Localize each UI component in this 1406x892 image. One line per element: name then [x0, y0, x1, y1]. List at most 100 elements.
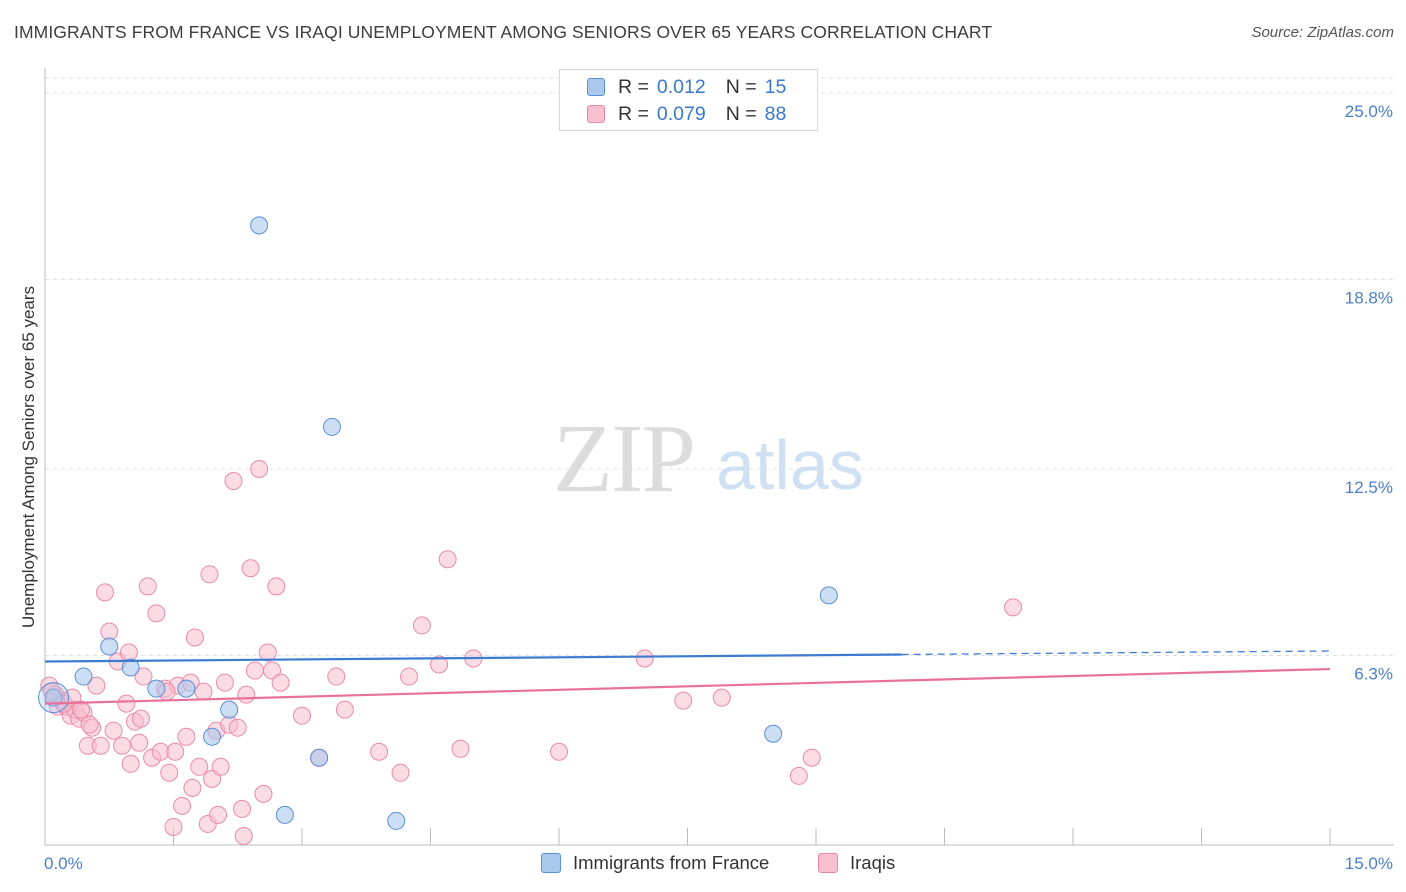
iraqis-point [96, 584, 113, 601]
iraqis-point [238, 686, 255, 703]
legend-r-label: R = [618, 76, 649, 99]
france-point [221, 701, 238, 718]
iraqis-point [148, 605, 165, 622]
france-cluster-point [39, 683, 69, 713]
iraqis-point [184, 779, 201, 796]
iraqis-point [268, 578, 285, 595]
series-iraqis [41, 461, 1022, 845]
iraqis-point [101, 623, 118, 640]
iraqis-point [81, 716, 98, 733]
watermark-atlas: atlas [716, 426, 864, 504]
legend-swatch-blue [587, 78, 605, 96]
legend-row-france: R = 0.012 N = 15 [560, 74, 786, 100]
iraqis-point [803, 749, 820, 766]
iraqis-point [201, 566, 218, 583]
france-point [148, 680, 165, 697]
iraqis-point [167, 743, 184, 760]
iraqis-point [294, 707, 311, 724]
y-tick-label: 6.3% [1354, 665, 1393, 684]
iraqis-point [242, 560, 259, 577]
iraqis-point [118, 695, 135, 712]
iraqis-point [165, 818, 182, 835]
iraqis-point [675, 692, 692, 709]
legend-n-value: 88 [765, 103, 787, 126]
iraqis-point [161, 764, 178, 781]
legend-label-iraqis: Iraqis [850, 852, 895, 874]
legend-item-iraqis: Iraqis [818, 852, 895, 874]
legend-label-france: Immigrants from France [573, 852, 769, 874]
series-legend: Immigrants from France Iraqis [0, 852, 1406, 878]
france-point [204, 728, 221, 745]
iraqis-point [636, 650, 653, 667]
france-point [765, 725, 782, 742]
iraqis-point [251, 461, 268, 478]
iraqis-point [229, 719, 246, 736]
legend-row-iraqis: R = 0.079 N = 88 [560, 101, 786, 127]
iraqis-point [114, 737, 131, 754]
y-axis-label: Unemployment Among Seniors over 65 years [19, 286, 38, 628]
iraqis-point [328, 668, 345, 685]
iraqis-point [191, 758, 208, 775]
iraqis-point [92, 737, 109, 754]
legend-item-france: Immigrants from France [541, 852, 769, 874]
correlation-legend: R = 0.012 N = 15 R = 0.079 N = 88 [559, 69, 818, 131]
iraqis-point [216, 674, 233, 691]
iraqis-point [234, 800, 251, 817]
france-point [178, 680, 195, 697]
france-point [311, 749, 328, 766]
series-immigrants-from-france [39, 217, 838, 830]
france-point [323, 418, 340, 435]
iraqis-point [195, 683, 212, 700]
iraqis-point [105, 722, 122, 739]
iraqis-point [371, 743, 388, 760]
watermark: ZIP atlas [553, 405, 864, 513]
iraqis-point [174, 797, 191, 814]
france-point [820, 587, 837, 604]
iraqis-point [1005, 599, 1022, 616]
iraqis-point [210, 806, 227, 823]
france-point [251, 217, 268, 234]
scatter-chart: ZIP atlas 6.3%12.5%18.8%25.0%0.0% 15.0% U… [0, 0, 1406, 892]
iraqis-point [551, 743, 568, 760]
france-point [276, 806, 293, 823]
iraqis-point [186, 629, 203, 646]
watermark-zip: ZIP [553, 405, 694, 513]
legend-r-value: 0.012 [657, 76, 706, 99]
iraqis-point [413, 617, 430, 634]
legend-swatch-france [541, 853, 561, 873]
iraqis-point [235, 827, 252, 844]
iraqis-point [225, 473, 242, 490]
france-trendline-extrapolated [902, 651, 1330, 655]
france-point [388, 812, 405, 829]
legend-n-label: N = [726, 76, 757, 99]
iraqis-point [132, 710, 149, 727]
legend-n-label: N = [726, 103, 757, 126]
legend-swatch-pink [587, 105, 605, 123]
legend-r-value: 0.079 [657, 103, 706, 126]
france-point [101, 638, 118, 655]
iraqis-point [178, 728, 195, 745]
legend-swatch-iraqis [818, 853, 838, 873]
iraqis-point [401, 668, 418, 685]
iraqis-point [212, 758, 229, 775]
france-point [75, 668, 92, 685]
iraqis-point [139, 578, 156, 595]
iraqis-point [452, 740, 469, 757]
iraqis-point [790, 767, 807, 784]
iraqis-point [259, 644, 276, 661]
iraqis-point [336, 701, 353, 718]
iraqis-point [255, 785, 272, 802]
iraqis-point [122, 755, 139, 772]
iraqis-point [131, 734, 148, 751]
iraqis-point [272, 674, 289, 691]
y-tick-label: 12.5% [1345, 478, 1393, 497]
iraqis-point [392, 764, 409, 781]
iraqis-point [713, 689, 730, 706]
iraqis-point [120, 644, 137, 661]
legend-r-label: R = [618, 103, 649, 126]
legend-n-value: 15 [765, 76, 787, 99]
y-tick-label: 18.8% [1345, 289, 1393, 308]
iraqis-point [246, 662, 263, 679]
iraqis-point [439, 551, 456, 568]
y-tick-label: 25.0% [1345, 102, 1393, 121]
